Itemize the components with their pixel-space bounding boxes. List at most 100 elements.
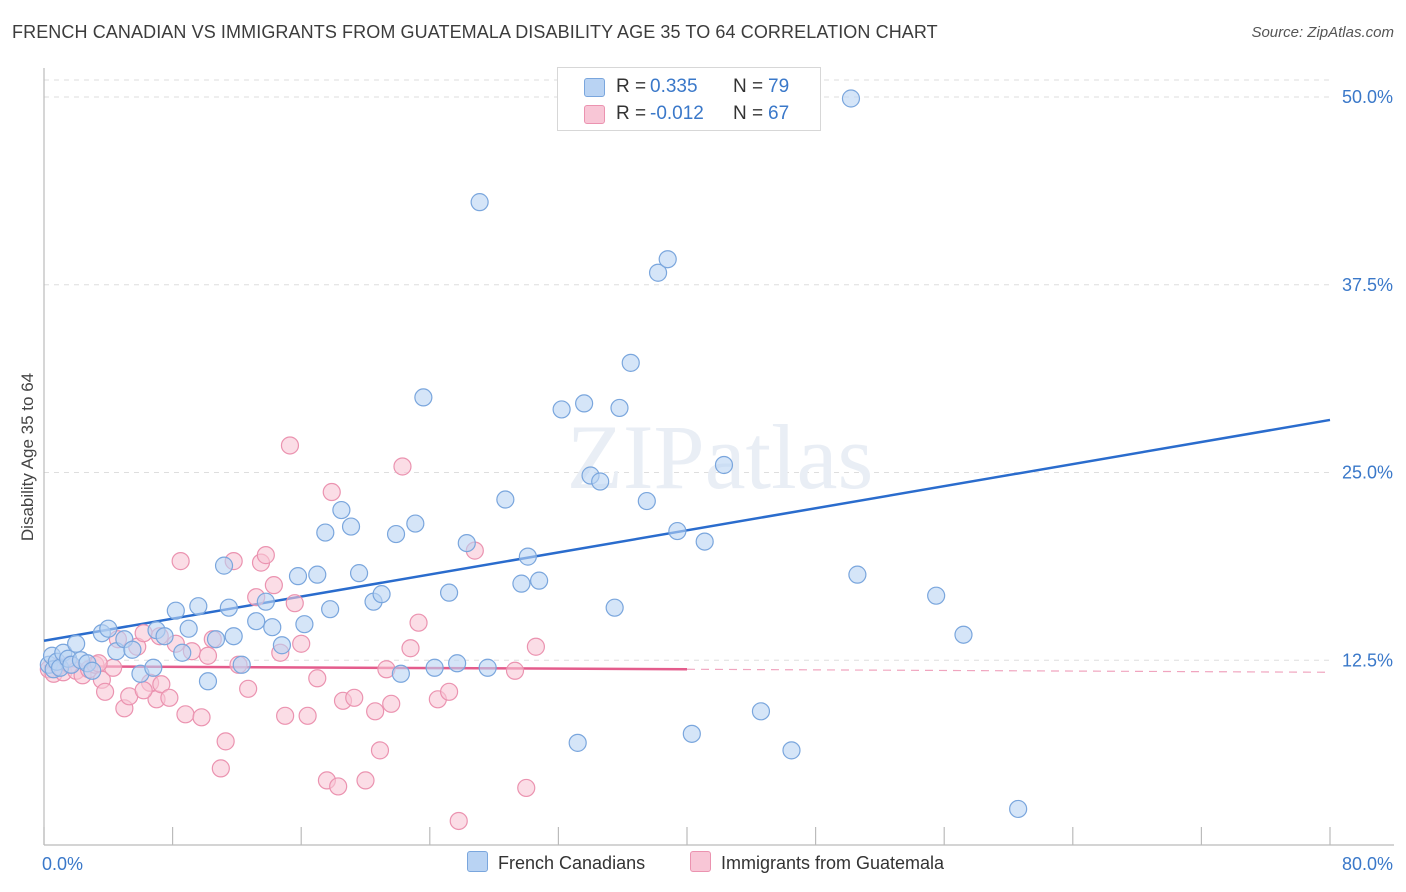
- data-point-french: [439, 583, 459, 602]
- data-point-french: [155, 627, 174, 646]
- data-point-guatemala: [517, 778, 536, 798]
- data-point-french: [295, 615, 314, 634]
- data-point-guatemala: [308, 669, 327, 688]
- data-point-guatemala: [322, 482, 341, 502]
- source-label: Source: ZipAtlas.com: [1251, 24, 1394, 41]
- data-point-french: [214, 556, 234, 575]
- data-point-guatemala: [292, 634, 311, 653]
- data-point-guatemala: [329, 777, 348, 796]
- trend-line-guatemala-extension: [686, 668, 1331, 673]
- x-tick-label: 0.0%: [42, 854, 83, 874]
- data-point-guatemala: [526, 637, 545, 656]
- data-point-french: [341, 517, 361, 536]
- legend-r-label: R =: [616, 76, 647, 97]
- data-point-french: [391, 664, 410, 683]
- data-point-guatemala: [409, 613, 428, 632]
- legend-label-french: French Canadians: [498, 853, 646, 873]
- data-point-guatemala: [256, 546, 275, 565]
- axes: [43, 68, 1394, 846]
- legend-label-guatemala: Immigrants from Guatemala: [721, 853, 945, 873]
- data-point-french: [782, 741, 801, 760]
- data-point-french: [457, 533, 476, 553]
- data-point-guatemala: [216, 732, 235, 751]
- data-point-guatemala: [370, 741, 390, 760]
- legend-row-guatemala: R = -0.012 N = 67: [558, 101, 820, 127]
- data-point-french: [332, 500, 351, 520]
- chart-title: FRENCH CANADIAN VS IMMIGRANTS FROM GUATE…: [12, 22, 938, 42]
- data-point-guatemala: [280, 436, 300, 455]
- data-point-french: [263, 618, 282, 637]
- legend-r-value: -0.012: [650, 103, 704, 124]
- legend-swatch-blue: [584, 78, 605, 97]
- data-point-guatemala: [356, 771, 375, 790]
- data-point-french: [575, 394, 594, 413]
- data-point-french: [568, 733, 587, 752]
- y-tick-label: 12.5%: [1342, 650, 1393, 670]
- data-point-french: [605, 598, 624, 617]
- data-point-french: [321, 600, 340, 619]
- legend-n-label: N =: [733, 76, 764, 97]
- data-point-french: [927, 586, 946, 605]
- data-point-french: [954, 625, 973, 644]
- data-point-french: [682, 724, 701, 743]
- data-point-french: [144, 658, 163, 677]
- legend-item-guatemala: Immigrants from Guatemala: [690, 851, 944, 874]
- legend-r-label: R =: [616, 103, 647, 124]
- data-point-french: [448, 654, 467, 673]
- data-point-french: [288, 567, 308, 586]
- data-point-french: [83, 661, 102, 680]
- data-point-guatemala: [439, 682, 459, 701]
- data-point-french: [530, 571, 549, 590]
- data-point-french: [621, 353, 640, 372]
- data-point-guatemala: [382, 694, 401, 713]
- data-point-guatemala: [95, 682, 115, 701]
- legend-r-value: 0.335: [650, 76, 698, 97]
- legend-n-label: N =: [733, 103, 764, 124]
- data-point-french: [478, 658, 497, 677]
- y-tick-label: 37.5%: [1342, 275, 1393, 295]
- data-point-french: [414, 388, 433, 407]
- data-point-french: [349, 564, 369, 583]
- grid-lines: [44, 79, 1330, 661]
- series-legend: French Canadians Immigrants from Guatema…: [0, 851, 1406, 879]
- data-point-french: [848, 565, 867, 584]
- data-point-guatemala: [171, 552, 190, 571]
- data-point-guatemala: [264, 576, 283, 595]
- legend-swatch-blue: [467, 851, 488, 872]
- data-point-french: [470, 193, 489, 212]
- data-point-guatemala: [276, 706, 295, 725]
- data-point-french: [637, 491, 656, 511]
- data-point-french: [518, 547, 537, 566]
- legend-swatch-pink: [584, 105, 605, 124]
- legend-row-french: R = 0.335 N = 79: [558, 74, 820, 100]
- legend-n-value: 79: [768, 76, 790, 97]
- data-point-guatemala: [192, 708, 211, 727]
- data-point-french: [99, 619, 118, 638]
- data-point-french: [67, 634, 86, 653]
- data-point-french: [224, 627, 243, 646]
- data-point-french: [496, 490, 515, 509]
- data-point-guatemala: [198, 646, 218, 665]
- data-point-french: [658, 250, 677, 269]
- data-point-french: [372, 585, 391, 604]
- data-point-french: [123, 640, 142, 659]
- data-point-french: [219, 598, 238, 617]
- data-point-guatemala: [505, 661, 525, 680]
- data-point-french: [695, 532, 714, 551]
- data-point-french: [232, 655, 251, 674]
- data-point-guatemala: [393, 457, 412, 476]
- data-point-french: [512, 574, 531, 593]
- data-point-guatemala: [366, 702, 385, 721]
- data-point-french: [841, 89, 861, 108]
- data-point-guatemala: [160, 688, 179, 707]
- legend-n-value: 67: [768, 103, 790, 124]
- tick-labels: 12.5% 25.0% 37.5% 50.0% 0.0% 80.0%: [42, 87, 1393, 874]
- data-point-guatemala: [298, 706, 317, 725]
- data-point-guatemala: [176, 705, 195, 724]
- data-point-french: [751, 702, 771, 721]
- data-point-french: [386, 524, 406, 544]
- data-point-french: [714, 455, 734, 475]
- data-point-french: [591, 472, 610, 491]
- data-point-french: [256, 592, 275, 611]
